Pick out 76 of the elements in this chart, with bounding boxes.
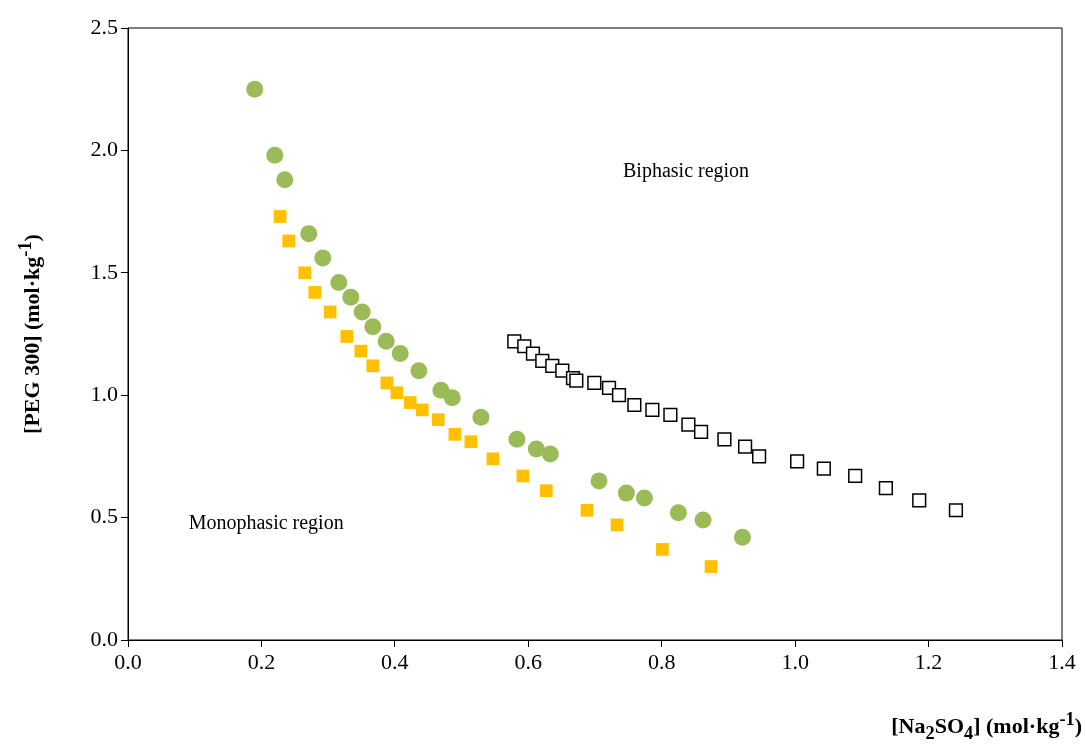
- point: [380, 376, 394, 390]
- point: [663, 407, 678, 422]
- y-tick-label: 0.5: [90, 503, 118, 529]
- point: [816, 461, 831, 476]
- x-tick-label: 0.6: [514, 648, 543, 674]
- point: [431, 413, 445, 427]
- point: [342, 288, 360, 306]
- point: [314, 249, 332, 267]
- point: [508, 430, 526, 448]
- point: [627, 397, 642, 413]
- point: [694, 511, 712, 529]
- point: [790, 454, 805, 469]
- point: [391, 345, 409, 363]
- point: [377, 332, 395, 350]
- point: [737, 439, 753, 454]
- point: [340, 330, 354, 343]
- point: [354, 344, 368, 358]
- y-tick-label: 0.0: [90, 625, 118, 651]
- x-tick-label: 1.2: [914, 648, 943, 674]
- point: [403, 396, 417, 409]
- point: [878, 481, 893, 496]
- y-tick-label: 2.0: [90, 136, 118, 162]
- point: [590, 472, 608, 490]
- x-tick-label: 0.0: [114, 648, 142, 674]
- y-tick-label: 1.0: [90, 380, 118, 406]
- point: [415, 403, 429, 417]
- point: [752, 449, 767, 464]
- point: [366, 359, 380, 373]
- point: [486, 452, 500, 466]
- point: [246, 80, 264, 98]
- point: [539, 484, 553, 498]
- annotation: Monophasic region: [188, 510, 344, 534]
- point: [273, 210, 287, 223]
- point: [948, 503, 964, 518]
- point: [410, 362, 428, 380]
- annotation: Biphasic region: [623, 159, 750, 183]
- x-axis-title: [Na$_{2}$SO$_{4}$] (mol·kg$^{-1}$): [891, 709, 1082, 744]
- x-tick-label: 1.4: [1048, 648, 1076, 674]
- point: [353, 303, 371, 321]
- point: [912, 493, 927, 508]
- x-tick-label: 0.8: [647, 648, 676, 674]
- point: [330, 274, 348, 292]
- point: [645, 402, 660, 417]
- point: [704, 560, 718, 573]
- point: [541, 445, 559, 463]
- point: [464, 435, 478, 449]
- point: [717, 432, 732, 447]
- point: [617, 484, 635, 502]
- x-tick-label: 0.2: [247, 648, 276, 674]
- x-tick-label: 1.0: [781, 648, 809, 674]
- point: [266, 146, 284, 164]
- point: [276, 171, 294, 189]
- point: [733, 528, 751, 546]
- y-tick-label: 1.5: [90, 258, 118, 284]
- point: [635, 489, 653, 507]
- point: [308, 286, 322, 299]
- point: [693, 424, 709, 440]
- point: [390, 386, 404, 400]
- point: [323, 305, 337, 319]
- point: [580, 503, 594, 517]
- point: [300, 225, 318, 243]
- point: [587, 375, 602, 391]
- x-tick-label: 0.4: [381, 648, 409, 674]
- point: [364, 318, 382, 336]
- point: [298, 266, 312, 280]
- point: [569, 373, 584, 388]
- point: [282, 234, 296, 248]
- point: [848, 468, 863, 484]
- point: [472, 408, 490, 426]
- point: [669, 504, 687, 522]
- point: [443, 389, 461, 407]
- y-tick-label: 2.5: [90, 13, 118, 39]
- point: [448, 428, 462, 441]
- point: [656, 543, 669, 556]
- point: [527, 440, 545, 458]
- point: [611, 388, 627, 403]
